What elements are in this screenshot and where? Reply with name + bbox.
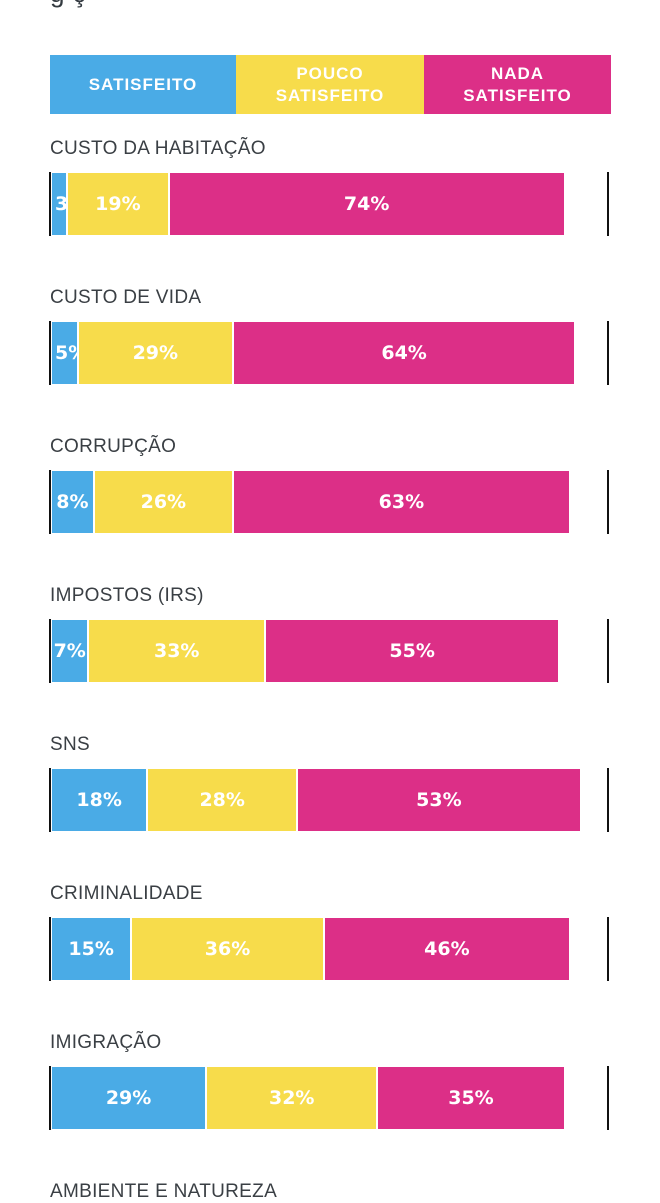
category-label: CUSTO DA HABITAÇÃO: [50, 138, 266, 159]
left-axis-line: [49, 619, 51, 683]
left-axis-line: [49, 321, 51, 385]
data-label: 46%: [424, 938, 470, 960]
data-label: 36%: [204, 938, 251, 960]
data-label: 28%: [199, 789, 245, 811]
data-label: 32%: [268, 1087, 315, 1109]
category-label: IMPOSTOS (IRS): [50, 585, 204, 606]
right-axis-line: [607, 1066, 609, 1130]
bar-segment: 36%: [132, 918, 323, 980]
data-label: 55%: [389, 640, 435, 662]
data-label: 29%: [132, 342, 179, 364]
legend-nada-satisfeito: NADA SATISFEITO: [424, 55, 611, 114]
bar-segment: 74%: [169, 173, 564, 235]
right-axis-line: [607, 470, 609, 534]
bar-segment: 55%: [266, 620, 559, 682]
category-label: CRIMINALIDADE: [50, 883, 203, 904]
left-axis-line: [49, 1066, 51, 1130]
bar-segment: 53%: [298, 769, 580, 831]
bar-segment: 7%: [52, 620, 88, 682]
bar-segment: 19%: [68, 173, 168, 235]
bar-segment: 3%: [52, 173, 87, 235]
data-label: 53%: [416, 789, 462, 811]
right-axis-line: [607, 768, 609, 832]
category-label: CORRUPÇÃO: [50, 436, 177, 457]
bar-segment: 29%: [52, 1067, 206, 1129]
bar-segment: 33%: [89, 620, 264, 682]
right-axis-line: [607, 172, 609, 236]
page-title-fragment: g ç: [50, 0, 86, 9]
bar-segment: 5%: [52, 322, 87, 384]
bar-segment: 29%: [78, 322, 232, 384]
legend-pouco-satisfeito: POUCO SATISFEITO: [236, 55, 424, 114]
left-axis-line: [49, 768, 51, 832]
data-label: 35%: [448, 1087, 494, 1109]
category-label: CUSTO DE VIDA: [50, 287, 202, 308]
legend-satisfeito: SATISFEITO: [50, 55, 236, 114]
data-label: 33%: [153, 640, 200, 662]
data-label: 15%: [68, 938, 114, 960]
bar-segment: 15%: [52, 918, 131, 980]
bar-segment: 63%: [233, 471, 569, 533]
data-label: 74%: [343, 193, 390, 215]
category-label: SNS: [50, 734, 90, 755]
left-axis-line: [49, 917, 51, 981]
chart-legend: SATISFEITO POUCO SATISFEITO NADA SATISFE…: [50, 55, 611, 114]
right-axis-line: [607, 917, 609, 981]
data-label: 64%: [381, 342, 427, 364]
data-label: 7%: [53, 640, 86, 662]
bar-segment: 8%: [52, 471, 93, 533]
data-label: 19%: [95, 193, 141, 215]
bar-segment: 18%: [52, 769, 147, 831]
data-label: 26%: [140, 491, 187, 513]
category-label: IMIGRAÇÃO: [50, 1032, 162, 1053]
left-axis-line: [49, 470, 51, 534]
category-label: AMBIENTE E NATUREZA: [50, 1181, 278, 1202]
bar-segment: 46%: [324, 918, 569, 980]
data-label: 29%: [105, 1087, 152, 1109]
bar-segment: 35%: [378, 1067, 564, 1129]
left-axis-line: [49, 172, 51, 236]
bar-segment: 26%: [94, 471, 232, 533]
bar-segment: 28%: [148, 769, 297, 831]
data-label: 63%: [378, 491, 425, 513]
bar-segment: 64%: [233, 322, 575, 384]
data-label: 18%: [76, 789, 122, 811]
right-axis-line: [607, 321, 609, 385]
bar-segment: 32%: [207, 1067, 377, 1129]
right-axis-line: [607, 619, 609, 683]
data-label: 8%: [56, 491, 89, 513]
